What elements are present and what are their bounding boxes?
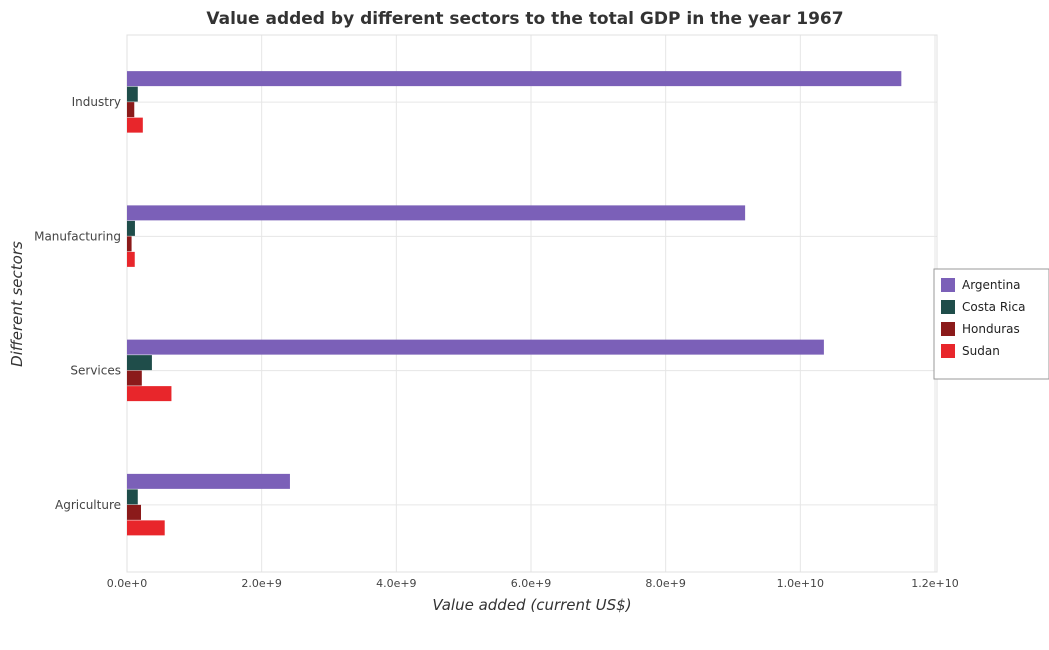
bar-argentina-industry (127, 71, 902, 87)
bars (127, 71, 902, 536)
bar-costa-rica-agriculture (127, 489, 138, 505)
legend-swatch (941, 278, 955, 292)
x-tick-label: 8.0e+9 (645, 577, 685, 590)
y-ticks: Industry Manufacturing Services Agriculture (34, 95, 121, 512)
bar-sudan-industry (127, 117, 143, 133)
y-tick-label: Industry (72, 95, 121, 109)
legend-label: Costa Rica (962, 300, 1025, 314)
bar-honduras-agriculture (127, 504, 142, 520)
chart-title: Value added by different sectors to the … (206, 9, 843, 29)
legend: Argentina Costa Rica Honduras Sudan (933, 268, 1049, 380)
legend-swatch (941, 300, 955, 314)
y-tick-label: Manufacturing (34, 229, 121, 243)
bar-argentina-manufacturing (127, 205, 746, 221)
bar-argentina-agriculture (127, 473, 290, 489)
bar-sudan-manufacturing (127, 251, 135, 267)
bar-honduras-industry (127, 102, 135, 118)
y-tick-label: Agriculture (55, 498, 121, 512)
plot-frame (126, 34, 938, 573)
bar-costa-rica-industry (127, 86, 138, 102)
x-tick-label: 0.0e+0 (107, 577, 147, 590)
bar-sudan-services (127, 386, 172, 402)
legend-label: Honduras (962, 322, 1020, 336)
bar-argentina-services (127, 339, 824, 355)
x-tick-label: 4.0e+9 (376, 577, 416, 590)
legend-swatch (941, 322, 955, 336)
bar-honduras-services (127, 370, 142, 386)
bar-honduras-manufacturing (127, 236, 132, 252)
legend-label: Argentina (962, 278, 1021, 292)
x-tick-label: 2.0e+9 (241, 577, 281, 590)
x-tick-label: 6.0e+9 (511, 577, 551, 590)
x-tick-label: 1.2e+10 (911, 577, 958, 590)
y-axis-label: Different sectors (8, 241, 26, 367)
bar-sudan-agriculture (127, 520, 165, 536)
legend-swatch (941, 344, 955, 358)
x-axis-label: Value added (current US$) (432, 596, 631, 614)
bar-costa-rica-manufacturing (127, 220, 135, 236)
grid (126, 35, 937, 572)
x-tick-label: 1.0e+10 (777, 577, 824, 590)
legend-label: Sudan (962, 344, 1000, 358)
x-ticks: 0.0e+0 2.0e+9 4.0e+9 6.0e+9 8.0e+9 1.0e+10 1.2… (107, 577, 959, 590)
bar-costa-rica-services (127, 355, 152, 371)
y-tick-label: Services (70, 364, 121, 378)
